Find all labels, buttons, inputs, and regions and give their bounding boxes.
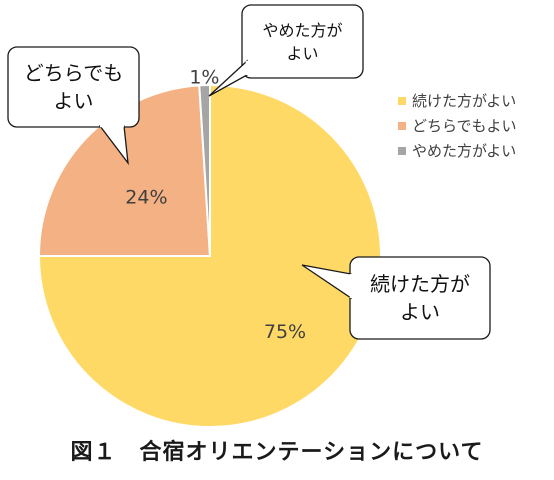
legend-item-continue: 続けた方がよい (398, 88, 517, 113)
legend-label-continue: 続けた方がよい (412, 92, 517, 110)
chart-legend: 続けた方がよい どちらでもよい やめた方がよい (398, 88, 517, 163)
legend-label-either: どちらでもよい (412, 117, 517, 135)
callout-text-stop-line-2: よい (286, 44, 318, 63)
callout-text-continue-line-2: よい (400, 300, 440, 324)
data-label-stop: 1% (189, 67, 219, 89)
pie-slice-continue (38, 84, 382, 428)
callout-box-continue (349, 256, 491, 340)
figure-caption: 図１ 合宿オリエンテーションについて (70, 440, 484, 465)
pie-slice-stop (198, 84, 211, 257)
pie-slice-either (38, 84, 211, 257)
callout-text-either-line-2: よい (54, 89, 94, 113)
legend-swatch-either (398, 121, 406, 130)
callout-text-either-line-1: どちらでも (24, 61, 123, 85)
callout-box-stop (241, 4, 364, 79)
callout-text-continue-line-1: 続けた方が (370, 272, 470, 296)
data-label-either: 24% (125, 186, 167, 208)
callout-box-either (7, 46, 140, 128)
callout-text-stop-line-1: やめた方が (262, 21, 342, 40)
data-label-continue: 75% (264, 321, 306, 343)
legend-label-stop: やめた方がよい (412, 142, 517, 160)
legend-item-stop: やめた方がよい (398, 138, 517, 163)
legend-swatch-stop (398, 146, 406, 155)
legend-item-either: どちらでもよい (398, 113, 517, 138)
legend-swatch-continue (398, 96, 406, 105)
